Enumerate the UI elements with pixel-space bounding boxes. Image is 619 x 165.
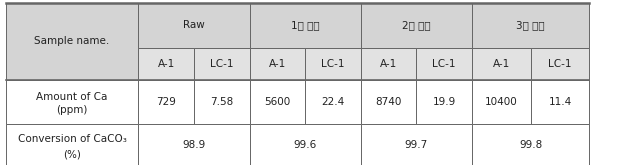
Text: 98.9: 98.9 [183,140,206,150]
Bar [6,3,139,80]
Text: 1차 용출: 1차 용출 [291,20,319,30]
Text: 729: 729 [156,97,176,107]
Text: LC-1: LC-1 [548,59,572,69]
Text: 99.7: 99.7 [405,140,428,150]
Text: Raw: Raw [183,20,205,30]
Text: Amount of Ca: Amount of Ca [37,92,108,102]
Bar [6,80,139,124]
Text: LC-1: LC-1 [210,59,233,69]
Bar [249,124,361,165]
Bar [472,124,589,165]
Bar [472,48,530,80]
Text: 22.4: 22.4 [321,97,345,107]
Text: 10400: 10400 [485,97,517,107]
Bar [6,124,139,165]
Bar [530,80,589,124]
Text: Sample name.: Sample name. [35,36,110,46]
Bar [305,80,361,124]
Text: A-1: A-1 [158,59,175,69]
Bar [139,124,249,165]
Text: 99.8: 99.8 [519,140,542,150]
Text: 7.58: 7.58 [210,97,233,107]
Bar [249,3,361,48]
Text: A-1: A-1 [493,59,510,69]
Bar [361,124,472,165]
Text: 11.4: 11.4 [548,97,571,107]
Bar [249,48,305,80]
Text: 19.9: 19.9 [433,97,456,107]
Bar [139,80,194,124]
Text: 5600: 5600 [264,97,290,107]
Bar [361,3,472,48]
Text: 2차 용출: 2차 용출 [402,20,431,30]
Text: 3차 용출: 3차 용출 [516,20,545,30]
Bar [472,3,589,48]
Bar [139,3,249,48]
Text: LC-1: LC-1 [321,59,345,69]
Text: (ppm): (ppm) [56,105,88,115]
Bar [417,48,472,80]
Text: 99.6: 99.6 [293,140,317,150]
Text: 8740: 8740 [375,97,402,107]
Bar [530,48,589,80]
Text: (%): (%) [63,149,81,159]
Bar [305,48,361,80]
Bar [194,80,249,124]
Bar [249,80,305,124]
Text: Conversion of CaCO₃: Conversion of CaCO₃ [17,134,126,144]
Bar [139,48,194,80]
Bar [417,80,472,124]
Text: LC-1: LC-1 [433,59,456,69]
Bar [194,48,249,80]
Bar [361,48,417,80]
Text: A-1: A-1 [380,59,397,69]
Bar [472,80,530,124]
Bar [361,80,417,124]
Text: A-1: A-1 [269,59,286,69]
